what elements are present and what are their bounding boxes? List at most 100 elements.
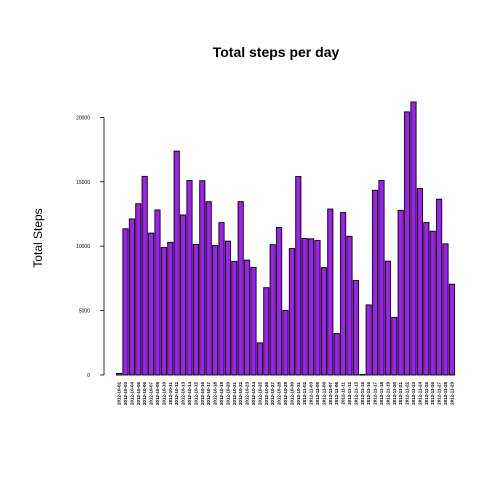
x-tick-label: 2012-10-18: [213, 382, 218, 406]
y-tick-label: 0: [87, 373, 90, 379]
bar: [448, 283, 455, 376]
x-tick-label: 2012-11-20: [392, 382, 397, 405]
x-tick-label: 2012-10-11: [168, 382, 173, 405]
bar: [250, 266, 257, 376]
bar: [429, 230, 436, 376]
bar: [397, 209, 404, 376]
bar: [173, 150, 180, 376]
x-tick-label: 2012-10-28: [277, 382, 282, 406]
x-tick-label: 2012-10-27: [270, 382, 275, 406]
bar: [288, 248, 295, 376]
y-tick-label: 20000: [76, 115, 90, 121]
x-tick-label: 2012-11-24: [417, 382, 422, 405]
x-tick-label: 2012-10-13: [181, 382, 186, 406]
x-tick-label: 2012-10-07: [149, 382, 154, 406]
bar: [410, 101, 417, 376]
x-tick-label: 2012-11-16: [366, 382, 371, 405]
bar: [128, 218, 135, 376]
bar: [404, 111, 411, 376]
x-tick-label: 2012-10-12: [174, 382, 179, 406]
bar: [154, 209, 161, 376]
bar: [442, 243, 449, 376]
bar: [295, 176, 302, 376]
x-tick-label: 2012-11-23: [411, 382, 416, 405]
bar: [160, 247, 167, 376]
x-tick-label: 2012-11-17: [373, 382, 378, 405]
x-tick-label: 2012-10-02: [117, 382, 122, 406]
bar: [276, 226, 283, 376]
x-tick-label: 2012-10-30: [289, 382, 294, 406]
bar: [391, 316, 398, 376]
bar: [224, 240, 231, 376]
x-tick-label: 2012-10-19: [219, 382, 224, 406]
x-tick-label: 2012-10-09: [155, 382, 160, 406]
x-tick-label: 2012-11-05: [315, 382, 320, 405]
x-tick-label: 2012-10-20: [225, 382, 230, 406]
bars-group: [116, 101, 455, 376]
bar: [436, 198, 443, 376]
x-tick-label: 2012-11-12: [347, 382, 352, 405]
bar: [327, 208, 334, 376]
bar: [346, 235, 353, 376]
y-tick-label: 10000: [76, 244, 90, 250]
bar: [301, 238, 308, 376]
x-tick-label: 2012-10-10: [161, 382, 166, 406]
x-tick-label: 2012-10-14: [187, 382, 192, 406]
bar: [269, 244, 276, 376]
y-tick-label: 15000: [76, 180, 90, 186]
bar: [167, 241, 174, 376]
x-tick-label: 2012-10-05: [136, 382, 141, 406]
chart-title: Total steps per day: [213, 44, 340, 60]
x-tick-label: 2012-11-18: [379, 382, 384, 405]
x-tick-label: 2012-11-07: [328, 382, 333, 405]
x-tick-label: 2012-11-26: [430, 382, 435, 405]
x-tick-label: 2012-10-06: [142, 382, 147, 406]
bar: [352, 280, 359, 376]
bar: [282, 309, 289, 376]
bar: [320, 267, 327, 376]
bar: [423, 222, 430, 376]
bar: [135, 203, 142, 376]
bar: [212, 245, 219, 376]
y-axis-label: Total Steps: [31, 208, 45, 267]
x-tick-label: 2012-10-25: [257, 382, 262, 406]
bar: [340, 212, 347, 376]
x-tick-label: 2012-10-17: [206, 382, 211, 406]
x-tick-label: 2012-11-13: [353, 382, 358, 405]
bar: [263, 287, 270, 376]
bar: [372, 189, 379, 376]
bar: [384, 260, 391, 376]
x-tick-label: 2012-11-19: [385, 382, 390, 405]
bar: [365, 304, 372, 376]
x-tick-label: 2012-10-24: [251, 382, 256, 406]
x-tick-label: 2012-11-21: [398, 382, 403, 405]
bar: [359, 374, 366, 376]
x-tick-label: 2012-11-03: [309, 382, 314, 405]
bar: [199, 180, 206, 376]
bar: [378, 179, 385, 376]
bar: [333, 333, 340, 376]
x-tick-label: 2012-10-21: [232, 382, 237, 406]
bar: [148, 232, 155, 376]
x-tick-label: 2012-10-26: [264, 382, 269, 406]
x-tick-label: 2012-10-29: [283, 382, 288, 406]
x-tick-label: 2012-11-22: [405, 382, 410, 405]
x-tick-label: 2012-10-03: [123, 382, 128, 406]
bar: [186, 180, 193, 376]
bar: [192, 243, 199, 376]
bar: [180, 214, 187, 376]
x-tick-label: 2012-11-15: [360, 382, 365, 405]
x-axis-labels: 2012-10-02 2012-10-03 2012-10-04 2012-10-05…: [117, 382, 455, 406]
x-tick-label: 2012-11-28: [443, 382, 448, 405]
x-tick-label: 2012-11-11: [341, 382, 346, 405]
bar: [122, 228, 129, 376]
bar: [218, 222, 225, 376]
x-tick-label: 2012-11-29: [449, 382, 454, 405]
bar: [205, 201, 212, 376]
x-tick-label: 2012-11-27: [437, 382, 442, 405]
bar: [141, 175, 148, 376]
bar: [314, 240, 321, 376]
bar: [308, 238, 315, 376]
bar: [244, 259, 251, 376]
